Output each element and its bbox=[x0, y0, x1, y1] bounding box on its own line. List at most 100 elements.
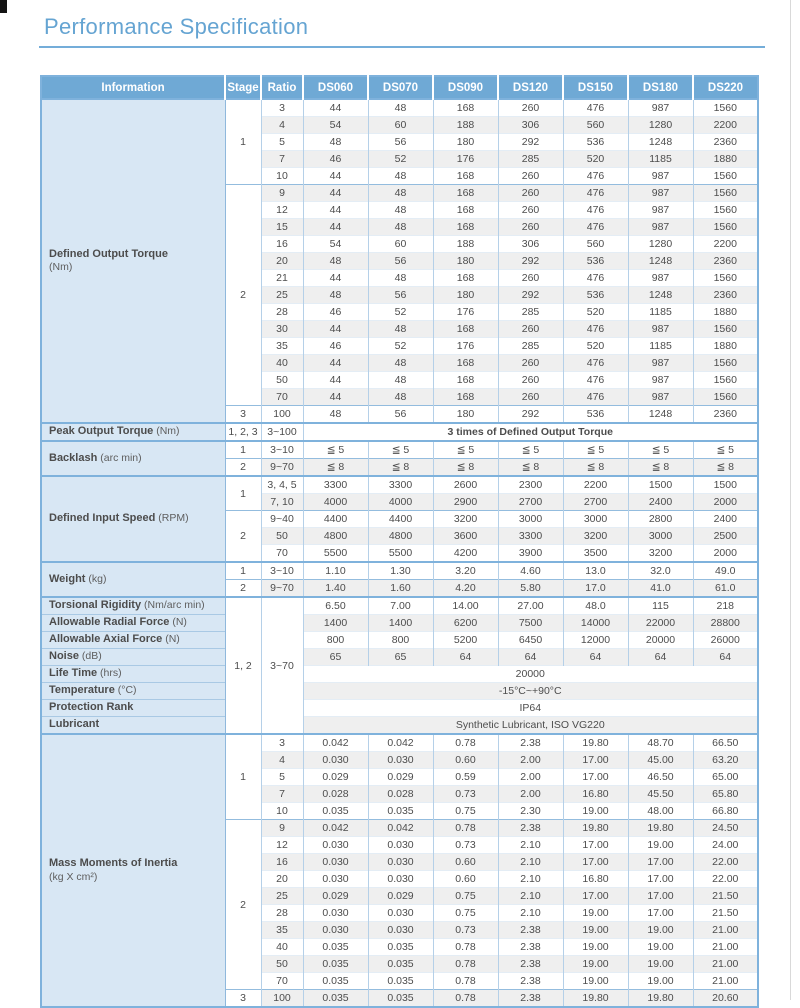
ratio-cell: 100 bbox=[260, 989, 303, 1007]
value-cell: 260 bbox=[497, 269, 563, 287]
table-row: Life Time (hrs) 20000 bbox=[41, 665, 758, 683]
value-cell: 0.035 bbox=[302, 972, 368, 990]
spec-table: Information Stage Ratio DS060 DS070 DS090 DS12… bbox=[40, 75, 759, 1008]
value-cell: 260 bbox=[497, 320, 563, 338]
value-cell: 0.030 bbox=[302, 853, 368, 871]
value-cell: 1.60 bbox=[367, 579, 433, 597]
value-cell: 20000 bbox=[627, 631, 693, 649]
table-row: 12 44 48 168 260 476 987 1560 bbox=[41, 201, 758, 219]
info-label-unit: (N) bbox=[169, 616, 187, 629]
value-cell: 19.00 bbox=[562, 904, 628, 922]
value-cell: 48 bbox=[302, 405, 368, 423]
info-label: Allowable Axial Force (N) bbox=[41, 631, 225, 649]
table-row: Peak Output Torque (Nm) 1, 2, 3 3~100 3 tim… bbox=[41, 422, 758, 441]
page-title: Performance Specification bbox=[44, 14, 309, 39]
value-cell: 292 bbox=[497, 286, 563, 304]
value-cell: 987 bbox=[627, 218, 693, 236]
value-cell: 46 bbox=[302, 150, 368, 168]
table-row: 4 0.030 0.030 0.60 2.00 17.00 45.00 63.20 bbox=[41, 751, 758, 769]
value-cell: 19.00 bbox=[627, 955, 693, 973]
value-cell: 1.40 bbox=[302, 579, 368, 597]
value-cell: 476 bbox=[562, 354, 628, 372]
value-cell: 46 bbox=[302, 303, 368, 321]
value-cell: 65.80 bbox=[692, 785, 758, 803]
value-cell: 19.00 bbox=[627, 921, 693, 939]
value-cell: 65 bbox=[302, 648, 368, 666]
value-cell: 17.00 bbox=[562, 768, 628, 786]
info-label-text: Protection Rank bbox=[49, 701, 134, 714]
ratio-cell: 4 bbox=[260, 116, 303, 134]
value-cell: 6200 bbox=[432, 614, 498, 632]
value-cell: 168 bbox=[432, 98, 498, 117]
ratio-cell: 100 bbox=[260, 405, 303, 423]
value-cell: 21.50 bbox=[692, 887, 758, 905]
info-label: Defined Output Torque (Nm) bbox=[41, 98, 225, 423]
value-cell: 2700 bbox=[562, 493, 628, 511]
ratio-cell: 16 bbox=[260, 235, 303, 253]
value-cell: 21.00 bbox=[692, 938, 758, 956]
value-cell: 0.030 bbox=[302, 904, 368, 922]
value-cell: 0.60 bbox=[432, 870, 498, 888]
value-cell: ≦ 5 bbox=[692, 440, 758, 459]
ratio-cell: 50 bbox=[260, 955, 303, 973]
value-cell: 1560 bbox=[692, 320, 758, 338]
ratio-cell: 10 bbox=[260, 167, 303, 185]
value-cell: 48 bbox=[367, 388, 433, 406]
value-cell: 292 bbox=[497, 405, 563, 423]
value-cell: 260 bbox=[497, 218, 563, 236]
ratio-cell: 9~70 bbox=[260, 579, 303, 597]
value-cell: 56 bbox=[367, 286, 433, 304]
value-cell: 476 bbox=[562, 167, 628, 185]
value-cell: 63.20 bbox=[692, 751, 758, 769]
value-cell: 1400 bbox=[367, 614, 433, 632]
value-cell: 5200 bbox=[432, 631, 498, 649]
stage-cell: 2 bbox=[224, 458, 261, 476]
info-label-unit: (hrs) bbox=[97, 667, 122, 680]
value-cell: 3900 bbox=[497, 544, 563, 562]
value-cell: 168 bbox=[432, 218, 498, 236]
value-cell: 44 bbox=[302, 371, 368, 389]
column-header-stage: Stage bbox=[224, 76, 261, 99]
column-header-ds060: DS060 bbox=[302, 76, 368, 99]
value-cell: 1880 bbox=[692, 337, 758, 355]
value-cell: 560 bbox=[562, 116, 628, 134]
value-cell: 20.60 bbox=[692, 989, 758, 1007]
value-cell: 64 bbox=[562, 648, 628, 666]
value-cell: 22.00 bbox=[692, 853, 758, 871]
info-label-unit: (arc min) bbox=[97, 451, 142, 464]
info-label: Protection Rank bbox=[41, 699, 225, 717]
value-cell: 17.00 bbox=[562, 853, 628, 871]
value-cell: 52 bbox=[367, 303, 433, 321]
value-cell: 19.80 bbox=[627, 819, 693, 837]
value-cell: 180 bbox=[432, 405, 498, 423]
table-row: 5 48 56 180 292 536 1248 2360 bbox=[41, 133, 758, 151]
value-cell: 168 bbox=[432, 320, 498, 338]
info-label: Allowable Radial Force (N) bbox=[41, 614, 225, 632]
value-cell: 61.0 bbox=[692, 579, 758, 597]
column-header-ds090: DS090 bbox=[432, 76, 498, 99]
value-cell: 987 bbox=[627, 98, 693, 117]
span-value-cell: IP64 bbox=[302, 699, 758, 717]
value-cell: 65.00 bbox=[692, 768, 758, 786]
table-row: 25 48 56 180 292 536 1248 2360 bbox=[41, 286, 758, 304]
value-cell: 19.00 bbox=[562, 955, 628, 973]
value-cell: 2.38 bbox=[497, 989, 563, 1007]
value-cell: 0.029 bbox=[367, 887, 433, 905]
value-cell: 0.028 bbox=[302, 785, 368, 803]
value-cell: 176 bbox=[432, 337, 498, 355]
info-label: Mass Moments of Inertia (kg X cm²) bbox=[41, 733, 225, 1007]
value-cell: 0.030 bbox=[367, 921, 433, 939]
info-label-text: Defined Input Speed bbox=[49, 512, 156, 525]
value-cell: 3000 bbox=[627, 527, 693, 545]
value-cell: 0.035 bbox=[302, 989, 368, 1007]
value-cell: 3000 bbox=[497, 510, 563, 528]
value-cell: 536 bbox=[562, 252, 628, 270]
value-cell: 2900 bbox=[432, 493, 498, 511]
value-cell: 2.10 bbox=[497, 887, 563, 905]
value-cell: 1.10 bbox=[302, 561, 368, 580]
ratio-cell: 30 bbox=[260, 320, 303, 338]
value-cell: 60 bbox=[367, 235, 433, 253]
table-row: Backlash (arc min) 1 3~10 ≦ 5 ≦ 5 ≦ 5 ≦ 5 ≦ 5 ≦ … bbox=[41, 440, 758, 476]
value-cell: 14.00 bbox=[432, 596, 498, 615]
value-cell: 3000 bbox=[562, 510, 628, 528]
